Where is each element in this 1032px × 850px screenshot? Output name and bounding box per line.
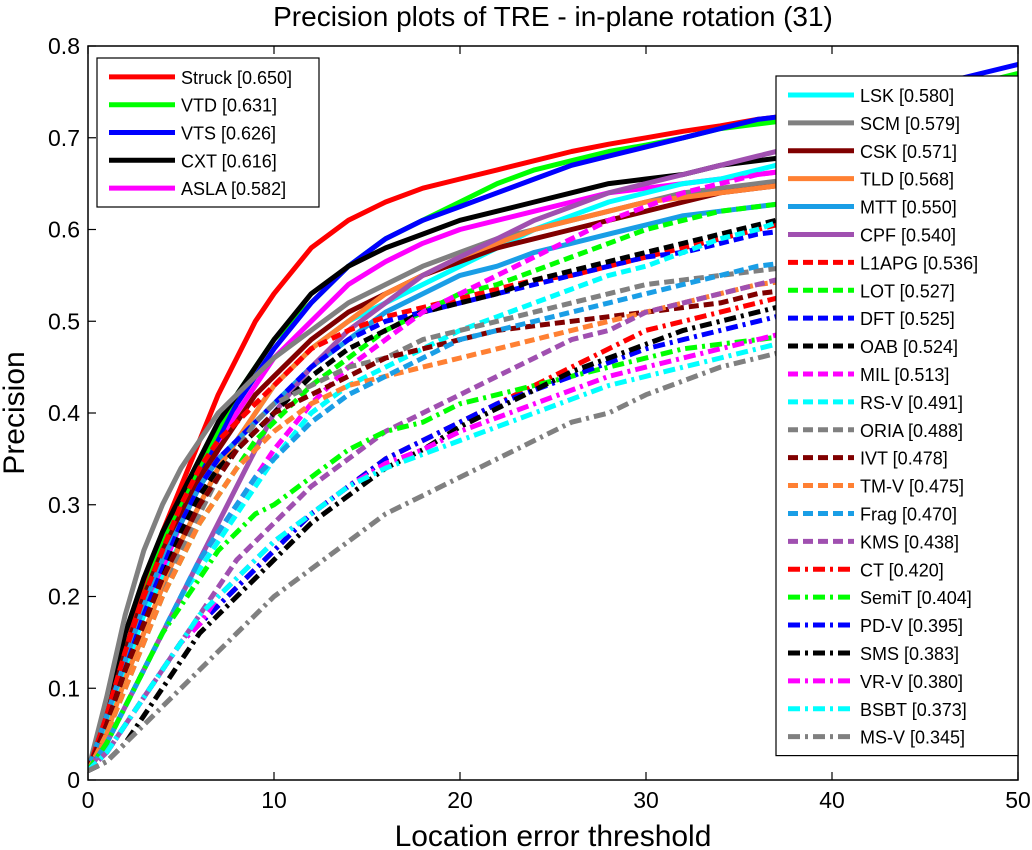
legend-entry-label: CPF [0.540] [860, 225, 956, 245]
series-line-20 [88, 245, 1018, 772]
legend-entry-label: MTT [0.550] [860, 198, 957, 218]
y-tick-label: 0.5 [48, 308, 80, 334]
legend-entry-label: VTD [0.631] [181, 96, 277, 116]
legend-entry-label: VR-V [0.380] [860, 672, 963, 692]
y-tick-label: 0.6 [48, 217, 80, 243]
y-axis-label: Precision [0, 351, 31, 474]
legends: Struck [0.650] VTD [0.631] VTS [0.626] CXT … [96, 57, 1019, 757]
legend-entry-label: Struck [0.650] [181, 68, 292, 88]
y-tick-label: 0.2 [48, 584, 80, 610]
x-tick-label: 20 [447, 787, 473, 813]
legend-box-right [775, 75, 1019, 757]
legend-entry-label: TM-V [0.475] [860, 477, 964, 497]
chart-title: Precision plots of TRE - in-plane rotati… [273, 1, 833, 32]
y-tick-label: 0.7 [48, 125, 80, 151]
y-tick-label: 0.3 [48, 492, 80, 518]
legend-entry-label: SCM [0.579] [860, 114, 960, 134]
x-tick-label: 30 [633, 787, 659, 813]
legend-entry-label: Frag [0.470] [860, 504, 957, 524]
legend-entry-label: KMS [0.438] [860, 532, 959, 552]
legend-entry-label: LSK [0.580] [860, 86, 954, 106]
legend-entry-label: SMS [0.383] [860, 644, 959, 664]
legend-entry-label: RS-V [0.491] [860, 393, 963, 413]
legend-entry-label: MS-V [0.345] [860, 728, 965, 748]
axis-ticks: 0 10 20 30 40 50 0 0.1 0.2 0.3 0.4 0.5 0.6 0.7 0.8 [48, 33, 1031, 813]
x-tick-label: 0 [82, 787, 95, 813]
legend-entry-label: CT [0.420] [860, 560, 944, 580]
legend-entry-label: CSK [0.571] [860, 142, 957, 162]
legend-entry-label: DFT [0.525] [860, 309, 955, 329]
legend-entry-label: OAB [0.524] [860, 337, 958, 357]
legend-entry-label: SemiT [0.404] [860, 588, 972, 608]
series-line-28 [88, 291, 1018, 773]
legend-entry-label: CXT [0.616] [181, 151, 277, 171]
x-tick-label: 40 [819, 787, 845, 813]
legend-entry-label: ORIA [0.488] [860, 421, 963, 441]
legend-entry-label: MIL [0.513] [860, 365, 949, 385]
legend-entry-label: L1APG [0.536] [860, 253, 978, 273]
legend-entry-label: ASLA [0.582] [181, 179, 286, 199]
x-tick-label: 10 [261, 787, 287, 813]
legend-entry-label: LOT [0.527] [860, 281, 955, 301]
x-tick-label: 50 [1005, 787, 1031, 813]
y-tick-label: 0.1 [48, 675, 80, 701]
y-tick-label: 0 [67, 767, 80, 793]
y-tick-label: 0.8 [48, 33, 80, 59]
legend-entry-label: VTS [0.626] [181, 124, 276, 144]
y-tick-label: 0.4 [48, 400, 80, 426]
legend-entry-label: TLD [0.568] [860, 170, 954, 190]
x-axis-label: Location error threshold [395, 820, 712, 850]
series-line-24 [88, 300, 1018, 773]
legend-entry-label: BSBT [0.373] [860, 700, 967, 720]
legend-entry-label: IVT [0.478] [860, 449, 948, 469]
legend-entry-label: PD-V [0.395] [860, 616, 963, 636]
